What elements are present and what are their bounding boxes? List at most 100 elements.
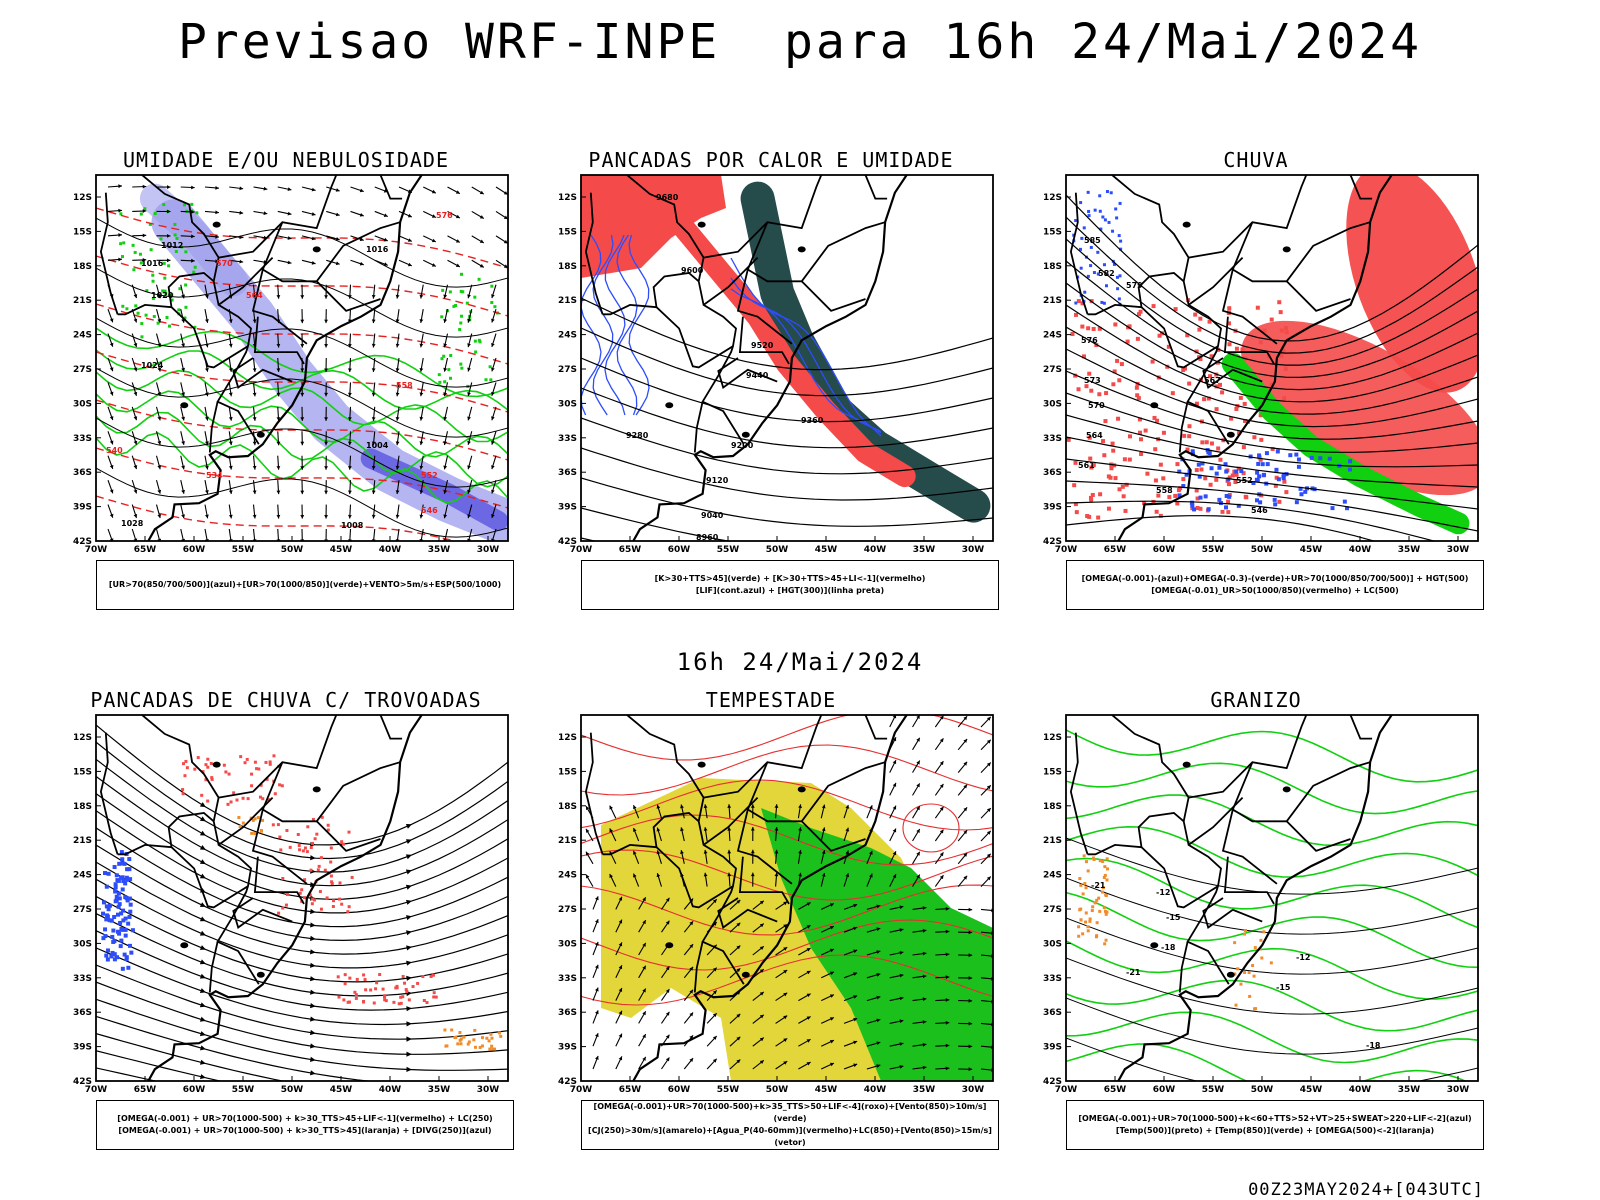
precip-water-contour (581, 849, 993, 901)
omega-speck-orange (1252, 974, 1256, 978)
vector-head (109, 367, 114, 372)
lake-mark (212, 221, 221, 228)
humidity-speck (140, 335, 144, 339)
thunder-speck-red (401, 995, 405, 999)
rain-speck-blue (1082, 226, 1086, 230)
rain-speck-red (1124, 482, 1129, 487)
thunder-speck-orange (473, 1045, 477, 1049)
lon-label: 40W (379, 1085, 402, 1095)
lat-label: 39S (1043, 503, 1062, 513)
rain-speck-red (1156, 493, 1161, 498)
omega-speck-orange (1103, 873, 1107, 877)
rain-speck-red (1229, 416, 1234, 421)
thunder-speck-red (330, 880, 334, 884)
rain-speck-red (1227, 321, 1232, 326)
vector-head (665, 1011, 670, 1016)
country-border (1286, 820, 1351, 852)
rain-speck-red (1112, 369, 1117, 374)
vector-head (467, 489, 471, 494)
vector-head (821, 873, 826, 877)
omega-speck-orange (1086, 869, 1090, 873)
panel-legend: [OMEGA(-0.001)-(azul)+OMEGA(-0.3)-(verde… (1066, 560, 1484, 610)
thunder-speck-red (347, 1000, 351, 1004)
divergence-speck-blue (110, 934, 115, 939)
vector-head (899, 973, 904, 978)
rain-speck-red (1284, 490, 1289, 495)
streamline-arrow (310, 1084, 316, 1089)
lat-label: 24S (558, 331, 577, 341)
vector-head (845, 873, 850, 878)
lat-label: 42S (73, 537, 92, 547)
rain-speck-red (1091, 463, 1096, 468)
vector-head (324, 319, 328, 324)
thunder-speck-red (268, 760, 272, 764)
divergence-speck-blue (112, 915, 117, 920)
lake-mark (1150, 942, 1159, 949)
divergence-speck-blue (123, 881, 128, 886)
thunder-speck-red (297, 843, 301, 847)
vector-head (853, 1017, 858, 1022)
divergence-speck-blue (103, 934, 108, 939)
thunder-speck-red (407, 998, 411, 1002)
country-border (251, 269, 308, 345)
divergence-speck-blue (120, 857, 125, 862)
rain-speck-red (1258, 413, 1263, 418)
humidity-speck (170, 298, 174, 302)
thunder-speck-red (363, 978, 367, 982)
rain-speck-red (1150, 359, 1155, 364)
vector-head (157, 343, 162, 348)
vector-head (665, 989, 670, 993)
vector-head (431, 214, 436, 218)
vector-head (876, 904, 881, 909)
vector-head (443, 514, 448, 519)
country-border (1087, 303, 1142, 316)
vector-head (759, 969, 764, 973)
thunder-speck-red (383, 994, 387, 998)
rain-speck-blue (1083, 290, 1087, 294)
streamline-arrow (406, 1006, 412, 1012)
vector-head (503, 191, 508, 195)
rain-speck-red (1206, 396, 1211, 401)
divergence-speck-blue (112, 952, 117, 957)
vector-head (300, 344, 305, 348)
lat-label: 21S (73, 836, 92, 846)
thunder-speck-red (378, 973, 382, 977)
lif-contour (581, 234, 602, 416)
vector-head (383, 262, 388, 266)
thunder-speck-red (245, 757, 249, 761)
divergence-speck-blue (101, 900, 106, 905)
thunder-speck-red (311, 897, 315, 901)
thunder-speck-red (316, 868, 320, 872)
vector-head (324, 295, 328, 299)
country-border (1188, 715, 1308, 799)
country-border (117, 843, 172, 856)
divergence-speck-blue (113, 882, 118, 887)
thunder-speck-red (362, 973, 366, 977)
vector-head (595, 942, 599, 946)
vector-head (876, 950, 881, 954)
rain-speck-red (1135, 393, 1140, 398)
rain-speck-red (1227, 306, 1232, 311)
rain-speck-blue (1203, 494, 1208, 499)
thunder-speck-red (313, 837, 317, 841)
vector-head (443, 490, 448, 494)
humidity-speck (145, 289, 149, 293)
vector-head (491, 343, 495, 347)
streamline-arrow (199, 930, 206, 936)
rain-speck-red (1241, 445, 1246, 450)
thunder-speck-red (404, 988, 408, 992)
contour-label: 1028 (121, 519, 144, 528)
thunder-speck-red (285, 828, 289, 832)
divergence-speck-blue (119, 850, 124, 855)
height-contour (581, 327, 993, 397)
vector-head (419, 465, 424, 470)
rain-speck-blue (1274, 467, 1279, 472)
thunder-speck-red (277, 911, 281, 915)
thunder-speck-orange (487, 1039, 491, 1043)
omega-speck-orange (1253, 946, 1257, 950)
thunder-speck-red (204, 778, 208, 782)
thunder-speck-red (210, 776, 214, 780)
vector-head (829, 1040, 834, 1044)
streamline (96, 844, 508, 942)
legend-line: [K>30+TTS>45](verde) + [K>30+TTS>45+LI<-… (654, 574, 926, 583)
